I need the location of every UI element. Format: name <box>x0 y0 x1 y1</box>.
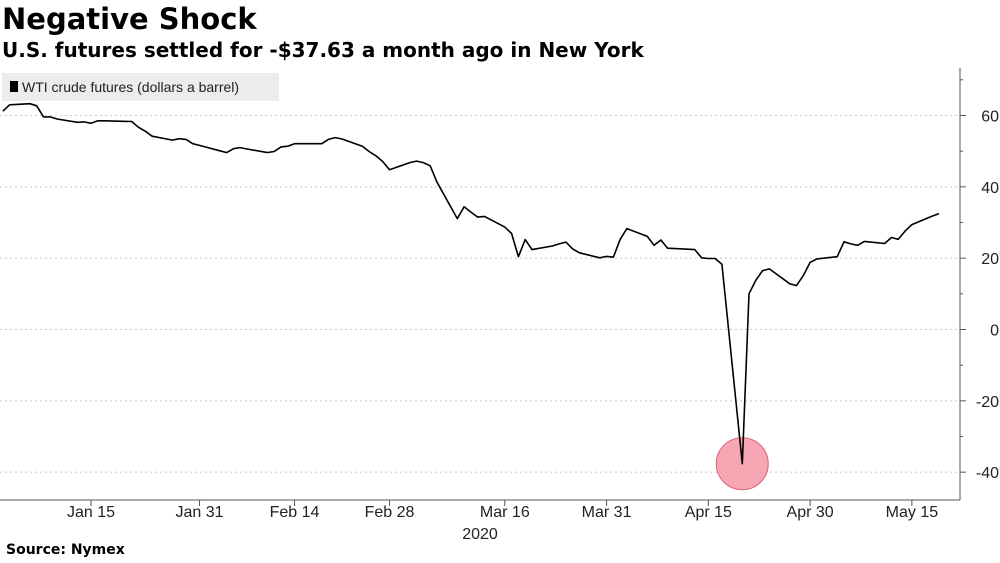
gridlines <box>0 114 960 473</box>
y-tick-label: 20 <box>981 251 999 268</box>
y-tick-label: 60 <box>981 108 999 125</box>
y-tick-label: -40 <box>976 465 999 482</box>
y-tick-label: 0 <box>990 323 999 340</box>
y-ticks: -40 -20 0 20 40 60 <box>960 79 999 482</box>
axes <box>0 68 961 501</box>
x-ticks: Jan 15 Jan 31 Feb 14 Feb 28 Mar 16 Mar 31 Apr … <box>67 500 938 521</box>
x-tick-label: Feb 28 <box>365 504 415 521</box>
x-tick-label: Feb 14 <box>270 504 320 521</box>
legend-label: WTI crude futures (dollars a barrel) <box>22 79 239 95</box>
series-line <box>2 102 940 465</box>
x-tick-label: Jan 31 <box>176 504 224 521</box>
x-tick-label: Mar 31 <box>582 504 632 521</box>
legend-background <box>2 73 279 101</box>
x-tick-label: May 15 <box>886 504 939 521</box>
chart-title: Negative Shock <box>2 2 257 36</box>
legend-swatch <box>10 81 18 92</box>
x-tick-label: Apr 15 <box>685 504 732 521</box>
chart-subtitle: U.S. futures settled for -$37.63 a month… <box>2 38 644 62</box>
y-tick-label: 40 <box>981 180 999 197</box>
x-tick-label: Mar 16 <box>480 504 530 521</box>
y-tick-label: -20 <box>976 394 999 411</box>
source-note: Source: Nymex <box>6 542 125 558</box>
x-tick-label: Apr 30 <box>787 504 834 521</box>
legend: WTI crude futures (dollars a barrel) <box>2 73 279 101</box>
x-tick-label: Jan 15 <box>67 504 115 521</box>
x-axis-year-label: 2020 <box>462 526 498 543</box>
series-wti <box>2 102 940 465</box>
